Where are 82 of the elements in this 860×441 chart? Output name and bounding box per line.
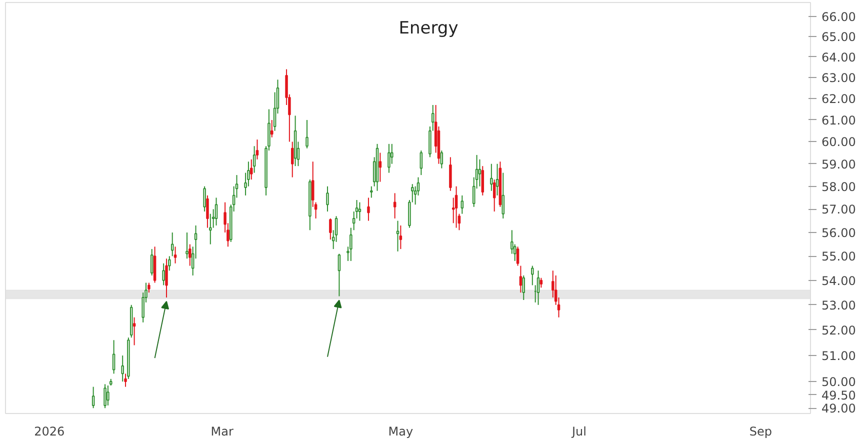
candlestick (270, 120, 274, 138)
candlestick (478, 158, 482, 187)
candlestick (256, 139, 259, 160)
candlestick (388, 143, 390, 174)
y-tick-label: 57.00 (822, 202, 856, 217)
y-tick-label: 56.00 (822, 226, 856, 240)
candlestick (206, 194, 209, 228)
candlestick (390, 143, 394, 164)
candlestick (496, 163, 499, 196)
candlestick (188, 244, 192, 266)
candlestick (311, 161, 314, 208)
candlestick (290, 141, 294, 178)
candlestick (168, 256, 171, 272)
y-tick-label: 54.00 (822, 274, 856, 288)
candlestick (492, 179, 496, 212)
candlestick (490, 163, 493, 192)
x-tick-label: May (388, 424, 414, 438)
candlestick (186, 232, 188, 260)
candlestick (214, 197, 218, 226)
candlestick (481, 166, 484, 196)
candlestick (121, 355, 124, 382)
y-tick-label: 55.00 (822, 250, 856, 264)
x-tick-label: Jul (571, 424, 586, 438)
candlestick (132, 316, 136, 346)
candlestick (252, 146, 256, 174)
candlestick (378, 152, 382, 182)
candlestick (148, 282, 150, 294)
candlestick (420, 150, 423, 176)
y-tick-label: 51.00 (822, 349, 856, 363)
y-tick-label: 65.00 (822, 30, 856, 44)
candlestick (454, 186, 458, 228)
y-tick-label: 49.00 (822, 402, 856, 416)
x-tick-label: Sep (749, 424, 772, 438)
candlestick (338, 253, 341, 297)
y-tick-label: 64.00 (822, 50, 856, 64)
y-tick-label: 50.00 (822, 375, 856, 390)
candlestick (540, 277, 543, 288)
candlestick (519, 265, 522, 294)
candlestick (209, 213, 212, 245)
candlestick (460, 194, 464, 214)
y-tick-label: 61.00 (822, 114, 856, 128)
candlestick (162, 262, 165, 286)
candlestick (203, 186, 206, 212)
candlestick (104, 384, 106, 409)
candlestick (516, 246, 520, 266)
candlestick (399, 224, 402, 250)
y-tick-label: 49.50 (822, 388, 856, 402)
candlestick (393, 192, 396, 219)
candlestick (396, 220, 400, 252)
y-tick-label: 60.00 (822, 135, 856, 150)
candlestick (306, 120, 308, 149)
candlestick (92, 386, 95, 409)
candlestick (326, 186, 329, 212)
candlestick (367, 197, 370, 222)
text: Energy (398, 18, 458, 38)
candlestick (440, 150, 444, 169)
candlestick (350, 227, 352, 262)
candlestick (358, 202, 362, 222)
y-tick-label: 66.00 (822, 10, 856, 24)
y-tick-label: 52.00 (822, 323, 856, 338)
candlestick (150, 248, 154, 276)
candlestick (370, 186, 373, 198)
candlestick (124, 373, 127, 388)
candlestick (165, 258, 168, 298)
candlestick (329, 218, 332, 240)
x-tick-label: 2026 (34, 424, 65, 438)
y-tick-label: 63.00 (822, 71, 856, 86)
candlestick (536, 270, 540, 306)
y-tick-label: 62.00 (822, 92, 856, 106)
candlestick (106, 385, 110, 406)
candlestick (170, 232, 174, 257)
y-tick-label: 58.00 (822, 180, 856, 194)
candlestick (174, 246, 177, 264)
candlestick (522, 274, 526, 300)
candlestick (250, 158, 253, 180)
y-tick-label: 59.00 (822, 157, 856, 172)
candlestick (531, 265, 534, 286)
candlestick (449, 156, 452, 192)
x-tick-label: Mar (210, 424, 234, 438)
candlestick (502, 172, 505, 219)
y-tick-label: 53.00 (822, 298, 856, 312)
candlestick (112, 340, 116, 374)
